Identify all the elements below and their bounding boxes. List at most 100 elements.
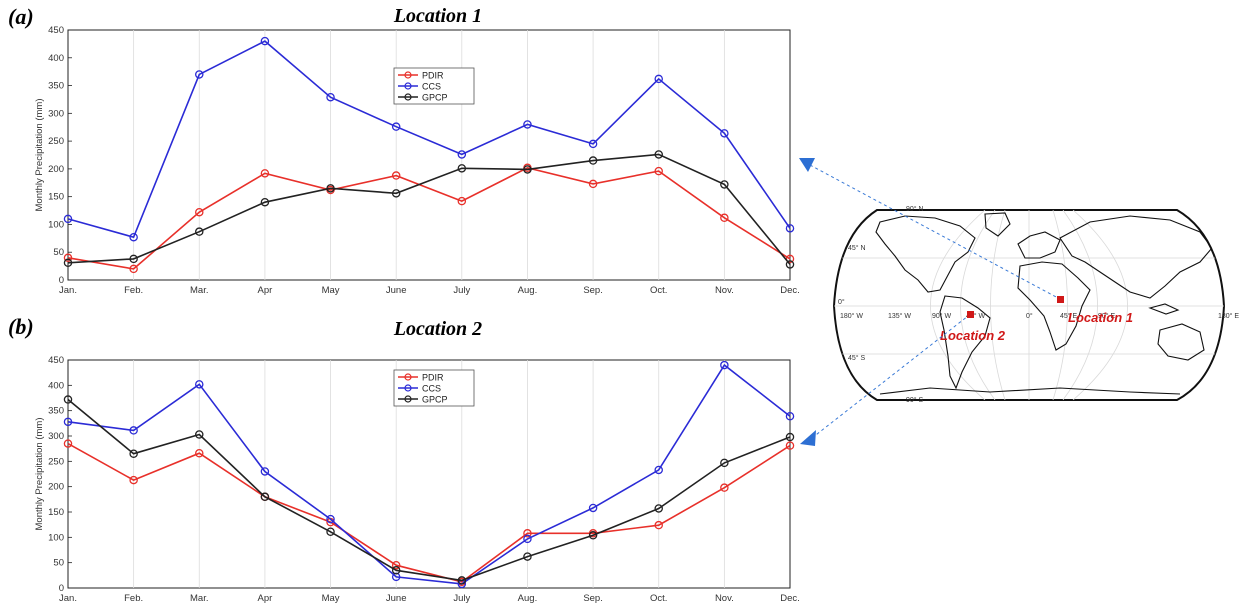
data-point-ccs (523, 120, 532, 129)
y-axis-label: Monthly Precipitation (mm) (34, 99, 45, 212)
x-tick-label: Mar. (190, 593, 208, 604)
data-point-pdir (195, 448, 204, 458)
legend-label: GPCP (422, 395, 448, 405)
y-tick-label: 250 (48, 456, 64, 467)
data-point-pdir (523, 529, 532, 538)
x-tick-label: Apr (258, 593, 273, 604)
data-point-pdir (654, 166, 663, 176)
arrowhead-location-2 (800, 430, 816, 446)
lon-label-180w: 180° W (840, 312, 863, 320)
x-tick-label: Oct. (650, 593, 667, 604)
x-tick-label: Jan. (59, 285, 77, 296)
data-point-ccs (260, 467, 270, 476)
y-tick-label: 50 (53, 558, 64, 569)
connector-arrows (799, 158, 1059, 446)
x-tick-label: Dec. (780, 593, 800, 604)
data-point-gpcp (654, 150, 663, 159)
y-axis-label: Monthly Precipitation (mm) (34, 418, 45, 531)
x-tick-label: Aug. (518, 593, 538, 604)
data-point-gpcp (129, 449, 138, 458)
lon-label-45w: 45° W (966, 312, 986, 320)
data-point-ccs (63, 214, 73, 224)
y-tick-label: 100 (48, 219, 64, 230)
data-point-ccs (720, 360, 729, 370)
data-point-gpcp (785, 260, 795, 269)
data-point-gpcp (523, 165, 532, 174)
x-tick-label: Mar. (190, 285, 208, 296)
lon-label-45e: 45° E (1060, 312, 1078, 320)
legend-marker (404, 384, 412, 392)
data-point-gpcp (654, 504, 663, 513)
y-tick-label: 400 (48, 53, 64, 64)
data-point-gpcp (195, 227, 204, 236)
series-line-gpcp (67, 153, 791, 265)
panel-a-title: Location 1 (393, 5, 482, 27)
y-tick-label: 0 (59, 275, 64, 286)
connector-location-1 (809, 164, 1059, 299)
location-1-marker (1057, 296, 1064, 303)
chart-location-2: Jan. Feb. Mar. Apr May June July Aug. Sep. Oct. No… (34, 355, 800, 604)
x-tick-label: Oct. (650, 285, 667, 296)
data-point-pdir (720, 483, 729, 492)
data-point-pdir (63, 253, 73, 263)
lat-label-45s: 45° S (848, 354, 866, 362)
x-tick-label: June (386, 593, 407, 604)
data-point-gpcp (785, 432, 795, 442)
x-tick-label: Feb. (124, 285, 143, 296)
data-point-ccs (260, 36, 270, 46)
y-tick-label: 300 (48, 431, 64, 442)
data-point-pdir (654, 520, 663, 530)
data-point-gpcp (63, 258, 73, 268)
x-tick-label: Nov. (715, 285, 734, 296)
data-point-ccs (326, 92, 335, 102)
data-point-gpcp (391, 189, 401, 198)
lat-label-90n: 90° N (906, 205, 924, 213)
lat-label-0: 0° (838, 298, 845, 306)
data-point-ccs (785, 224, 795, 233)
x-tick-label: Aug. (518, 285, 538, 296)
y-tick-label: 450 (48, 355, 64, 366)
series-line-gpcp (67, 398, 791, 582)
chart-location-1: Jan. Feb. Mar. Apr May June July Aug. Sep. Oct. No… (34, 25, 800, 296)
data-point-gpcp (391, 566, 401, 575)
legend-label: GPCP (422, 93, 448, 103)
legend-marker (404, 93, 412, 101)
legend-marker (404, 373, 412, 381)
legend-label: CCS (422, 384, 441, 394)
data-point-gpcp (63, 395, 73, 404)
data-point-gpcp (457, 164, 467, 173)
y-tick-label: 350 (48, 406, 64, 417)
y-tick-label: 400 (48, 380, 64, 391)
lon-label-0: 0° (1026, 312, 1033, 320)
data-point-pdir (720, 213, 729, 223)
data-point-ccs (457, 150, 467, 159)
data-point-pdir (129, 475, 138, 485)
x-tick-label: Sep. (583, 285, 603, 296)
legend-label: CCS (422, 82, 441, 92)
data-point-ccs (654, 74, 663, 84)
data-point-gpcp (457, 576, 467, 585)
location-1-label: Location 1 (1068, 310, 1133, 325)
data-point-ccs (588, 503, 598, 513)
y-tick-label: 50 (53, 247, 64, 258)
x-tick-label: July (453, 593, 470, 604)
x-tick-label: Feb. (124, 593, 143, 604)
legend-marker (404, 395, 412, 403)
x-tick-label: July (453, 285, 470, 296)
data-point-gpcp (588, 156, 598, 165)
data-point-ccs (63, 417, 73, 427)
data-point-ccs (588, 139, 598, 149)
y-tick-label: 450 (48, 25, 64, 36)
y-tick-label: 100 (48, 532, 64, 543)
data-point-ccs (129, 426, 138, 435)
x-tick-label: Dec. (780, 285, 800, 296)
x-tick-label: Apr (258, 285, 273, 296)
data-point-gpcp (260, 197, 270, 207)
series-line-pdir (67, 442, 791, 583)
x-tick-label: June (386, 285, 407, 296)
data-point-ccs (654, 465, 663, 475)
data-point-pdir (260, 169, 270, 178)
x-tick-label: May (322, 593, 340, 604)
series-line-ccs (67, 363, 791, 585)
